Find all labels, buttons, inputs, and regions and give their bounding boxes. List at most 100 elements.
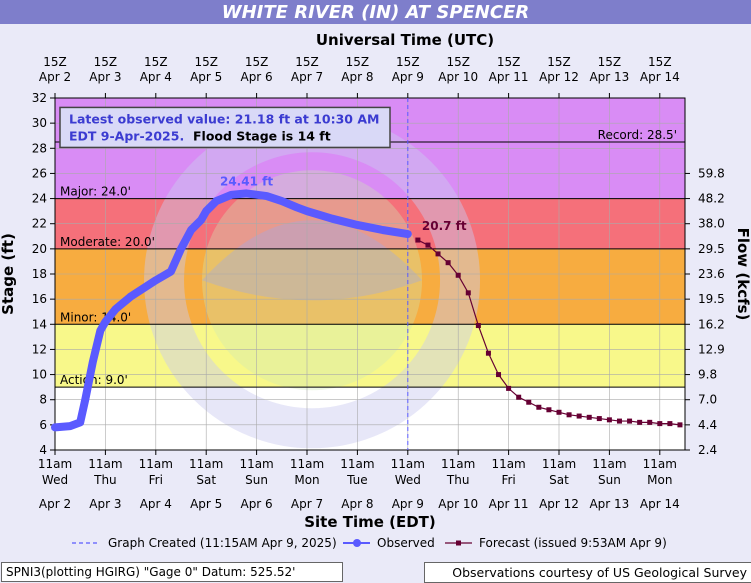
x-tick-date: Apr 9 — [392, 497, 424, 511]
forecast-point — [596, 416, 602, 422]
latest-observed-text: Latest observed value: 21.18 ft at 10:30… — [69, 111, 379, 126]
flow-tick-label: 4.4 — [698, 418, 717, 432]
flood-category-label: Minor: 14.0' — [60, 310, 131, 324]
forecast-point — [616, 418, 622, 424]
x-tick-day: Mon — [647, 473, 672, 487]
utc-tick-date: Apr 2 — [39, 70, 71, 84]
flow-tick-label: 7.0 — [698, 393, 717, 407]
latest-observed-box — [59, 106, 391, 149]
utc-tick-date: Apr 7 — [291, 70, 323, 84]
source-footer: Observations courtesy of US Geological S… — [424, 562, 751, 583]
y-tick-label: 14 — [32, 317, 47, 331]
flood-category-label: Action: 9.0' — [60, 373, 128, 387]
forecast-point — [606, 417, 612, 423]
utc-tick-hour: 15Z — [396, 55, 420, 69]
flow-tick-label: 23.6 — [698, 267, 725, 281]
forecast-point — [637, 419, 643, 425]
forecast-point — [556, 409, 562, 415]
x-tick-time: 11am — [542, 457, 576, 471]
forecast-start-label: 20.7 ft — [422, 219, 467, 233]
x-tick-date: Apr 11 — [489, 497, 529, 511]
x-tick-day: Fri — [501, 473, 515, 487]
x-tick-day: Wed — [395, 473, 421, 487]
utc-tick-hour: 15Z — [446, 55, 470, 69]
utc-tick-hour: 15Z — [144, 55, 168, 69]
x-tick-date: Apr 5 — [190, 497, 222, 511]
y-tick-label: 30 — [32, 116, 47, 130]
legend-graph-created-label: Graph Created (11:15AM Apr 9, 2025) — [108, 536, 337, 550]
utc-tick-hour: 15Z — [648, 55, 672, 69]
forecast-point — [455, 272, 461, 278]
forecast-point — [445, 260, 451, 266]
y-tick-label: 20 — [32, 242, 47, 256]
utc-tick-hour: 15Z — [598, 55, 622, 69]
x-tick-time: 11am — [491, 457, 525, 471]
flow-axis-title: Flow (kcfs) — [734, 228, 751, 321]
flow-tick-label: 19.5 — [698, 292, 725, 306]
moderate-band — [55, 248, 685, 325]
action-band — [55, 387, 685, 450]
x-tick-date: Apr 4 — [140, 497, 172, 511]
latest-observed-date: EDT 9-Apr-2025. — [69, 128, 184, 143]
forecast-point — [496, 372, 502, 378]
x-tick-time: 11am — [592, 457, 626, 471]
y-tick-label: 8 — [39, 393, 47, 407]
y-tick-label: 12 — [32, 342, 47, 356]
y-tick-label: 28 — [32, 141, 47, 155]
x-tick-time: 11am — [139, 457, 173, 471]
flow-tick-label: 16.2 — [698, 317, 725, 331]
x-tick-day: Mon — [294, 473, 319, 487]
legend-observed-marker — [353, 539, 361, 547]
utc-tick-date: Apr 6 — [240, 70, 272, 84]
utc-tick-date: Apr 3 — [89, 70, 121, 84]
utc-tick-hour: 15Z — [194, 55, 218, 69]
flow-tick-label: 2.4 — [698, 443, 717, 457]
hydrograph-chart: 4 6 8 10 12 14 16 18 20 22 24 26 28 30 32 Action: 9.0' M… — [0, 31, 751, 550]
forecast-point — [566, 412, 572, 418]
y-axis-title: Stage (ft) — [0, 233, 17, 315]
x-tick-time: 11am — [290, 457, 324, 471]
forecast-point — [475, 323, 481, 329]
forecast-point — [536, 404, 542, 410]
x-tick-date: Apr 8 — [341, 497, 373, 511]
utc-tick-hour: 15Z — [295, 55, 319, 69]
x-tick-day: Fri — [149, 473, 163, 487]
forecast-point — [586, 414, 592, 420]
utc-tick-date: Apr 4 — [140, 70, 172, 84]
forecast-point — [425, 242, 431, 248]
legend-forecast-marker — [456, 540, 461, 546]
utc-tick-date: Apr 13 — [589, 70, 629, 84]
legend-observed-label: Observed — [377, 536, 435, 550]
forecast-point — [526, 399, 532, 405]
y-tick-label: 32 — [32, 91, 47, 105]
x-tick-day: Sun — [598, 473, 621, 487]
forecast-point — [415, 237, 421, 243]
chart-title: WHITE RIVER (IN) AT SPENCER — [0, 0, 751, 24]
x-tick-time: 11am — [391, 457, 425, 471]
x-tick-time: 11am — [189, 457, 223, 471]
utc-tick-hour: 15Z — [94, 55, 118, 69]
x-tick-day: Thu — [93, 473, 117, 487]
noaa-watermark-bird — [202, 220, 423, 301]
forecast-point — [647, 419, 653, 425]
utc-tick-date: Apr 5 — [190, 70, 222, 84]
x-tick-day: Wed — [42, 473, 68, 487]
utc-tick-date: Apr 12 — [539, 70, 579, 84]
x-tick-day: Tue — [346, 473, 368, 487]
y-tick-label: 26 — [32, 166, 47, 180]
utc-tick-hour: 15Z — [43, 55, 67, 69]
minor-band — [55, 324, 685, 388]
x-tick-time: 11am — [88, 457, 122, 471]
x-tick-date: Apr 7 — [291, 497, 323, 511]
x-tick-date: Apr 10 — [438, 497, 478, 511]
utc-tick-date: Apr 8 — [341, 70, 373, 84]
x-tick-day: Sun — [245, 473, 268, 487]
x-tick-date: Apr 3 — [89, 497, 121, 511]
utc-tick-date: Apr 11 — [489, 70, 529, 84]
flood-category-label: Moderate: 20.0' — [60, 235, 155, 249]
flood-stage-text: Flood Stage is 14 ft — [193, 128, 331, 143]
flow-tick-label: 59.8 — [698, 166, 725, 180]
y-tick-label: 10 — [32, 368, 47, 382]
y-tick-label: 16 — [32, 292, 47, 306]
flow-tick-label: 29.5 — [698, 242, 725, 256]
